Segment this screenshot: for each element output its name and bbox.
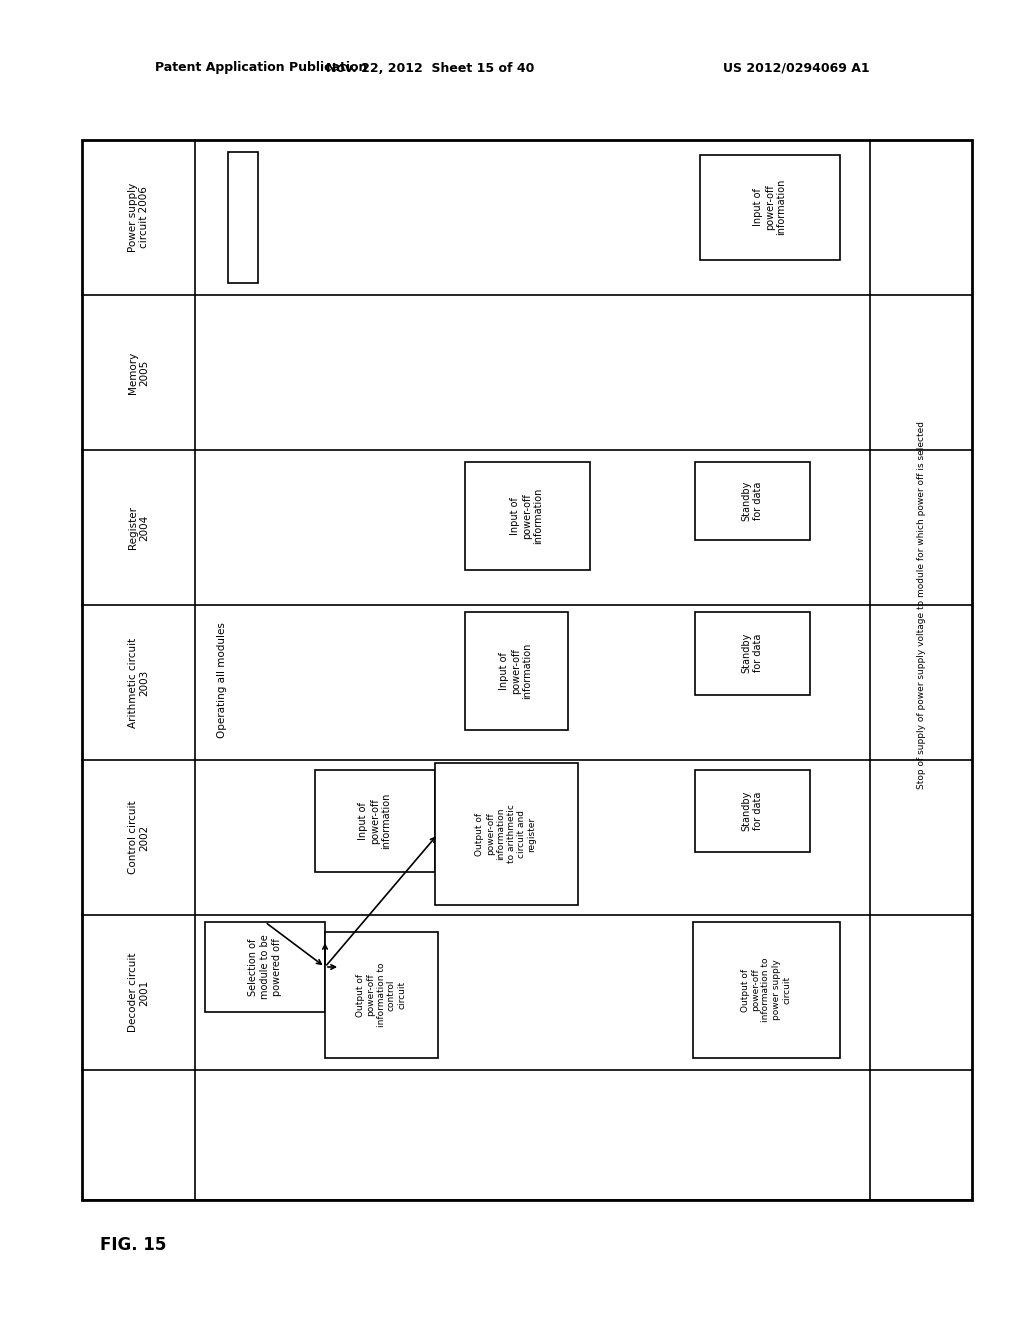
Text: Input of
power-off
information: Input of power-off information	[358, 793, 391, 849]
Bar	[693, 921, 840, 1059]
Text: Arithmetic circuit
2003: Arithmetic circuit 2003	[128, 638, 150, 727]
Text: Register
2004: Register 2004	[128, 506, 150, 549]
Text: Input of
power-off
information: Input of power-off information	[754, 178, 786, 235]
Text: Output of
power-off
information
to arithmetic
circuit and
register: Output of power-off information to arith…	[475, 805, 537, 863]
Text: Decoder circuit
2001: Decoder circuit 2001	[128, 953, 150, 1032]
Bar	[325, 932, 438, 1059]
Text: US 2012/0294069 A1: US 2012/0294069 A1	[723, 62, 870, 74]
Bar	[465, 462, 590, 570]
Text: Standby
for data: Standby for data	[741, 632, 763, 673]
Text: Output of
power-off
information to
power supply
circuit: Output of power-off information to power…	[740, 958, 792, 1022]
Bar	[205, 921, 325, 1012]
Bar	[228, 152, 258, 282]
Text: Input of
power-off
information: Input of power-off information	[500, 643, 532, 700]
Bar	[695, 770, 810, 851]
Bar	[435, 763, 578, 906]
Text: Output of
power-off
information to
control
circuit: Output of power-off information to contr…	[355, 962, 407, 1027]
Text: Control circuit
2002: Control circuit 2002	[128, 801, 150, 874]
Text: Nov. 22, 2012  Sheet 15 of 40: Nov. 22, 2012 Sheet 15 of 40	[326, 62, 535, 74]
Text: FIG. 15: FIG. 15	[100, 1236, 166, 1254]
Text: Memory
2005: Memory 2005	[128, 351, 150, 393]
Bar	[465, 612, 568, 730]
Text: Selection of
module to be
powered off: Selection of module to be powered off	[249, 935, 282, 999]
Bar	[695, 612, 810, 696]
Text: Standby
for data: Standby for data	[741, 791, 763, 832]
Text: Operating all modules: Operating all modules	[217, 622, 227, 738]
Text: Input of
power-off
information: Input of power-off information	[510, 488, 544, 544]
Text: Standby
for data: Standby for data	[741, 480, 763, 521]
Bar	[315, 770, 435, 873]
Bar	[695, 462, 810, 540]
Text: Patent Application Publication: Patent Application Publication	[155, 62, 368, 74]
Bar	[700, 154, 840, 260]
Bar	[82, 140, 972, 1200]
Text: Stop of supply of power supply voltage to module for which power off is selected: Stop of supply of power supply voltage t…	[916, 421, 926, 789]
Text: Power supply
circuit 2006: Power supply circuit 2006	[128, 183, 150, 252]
